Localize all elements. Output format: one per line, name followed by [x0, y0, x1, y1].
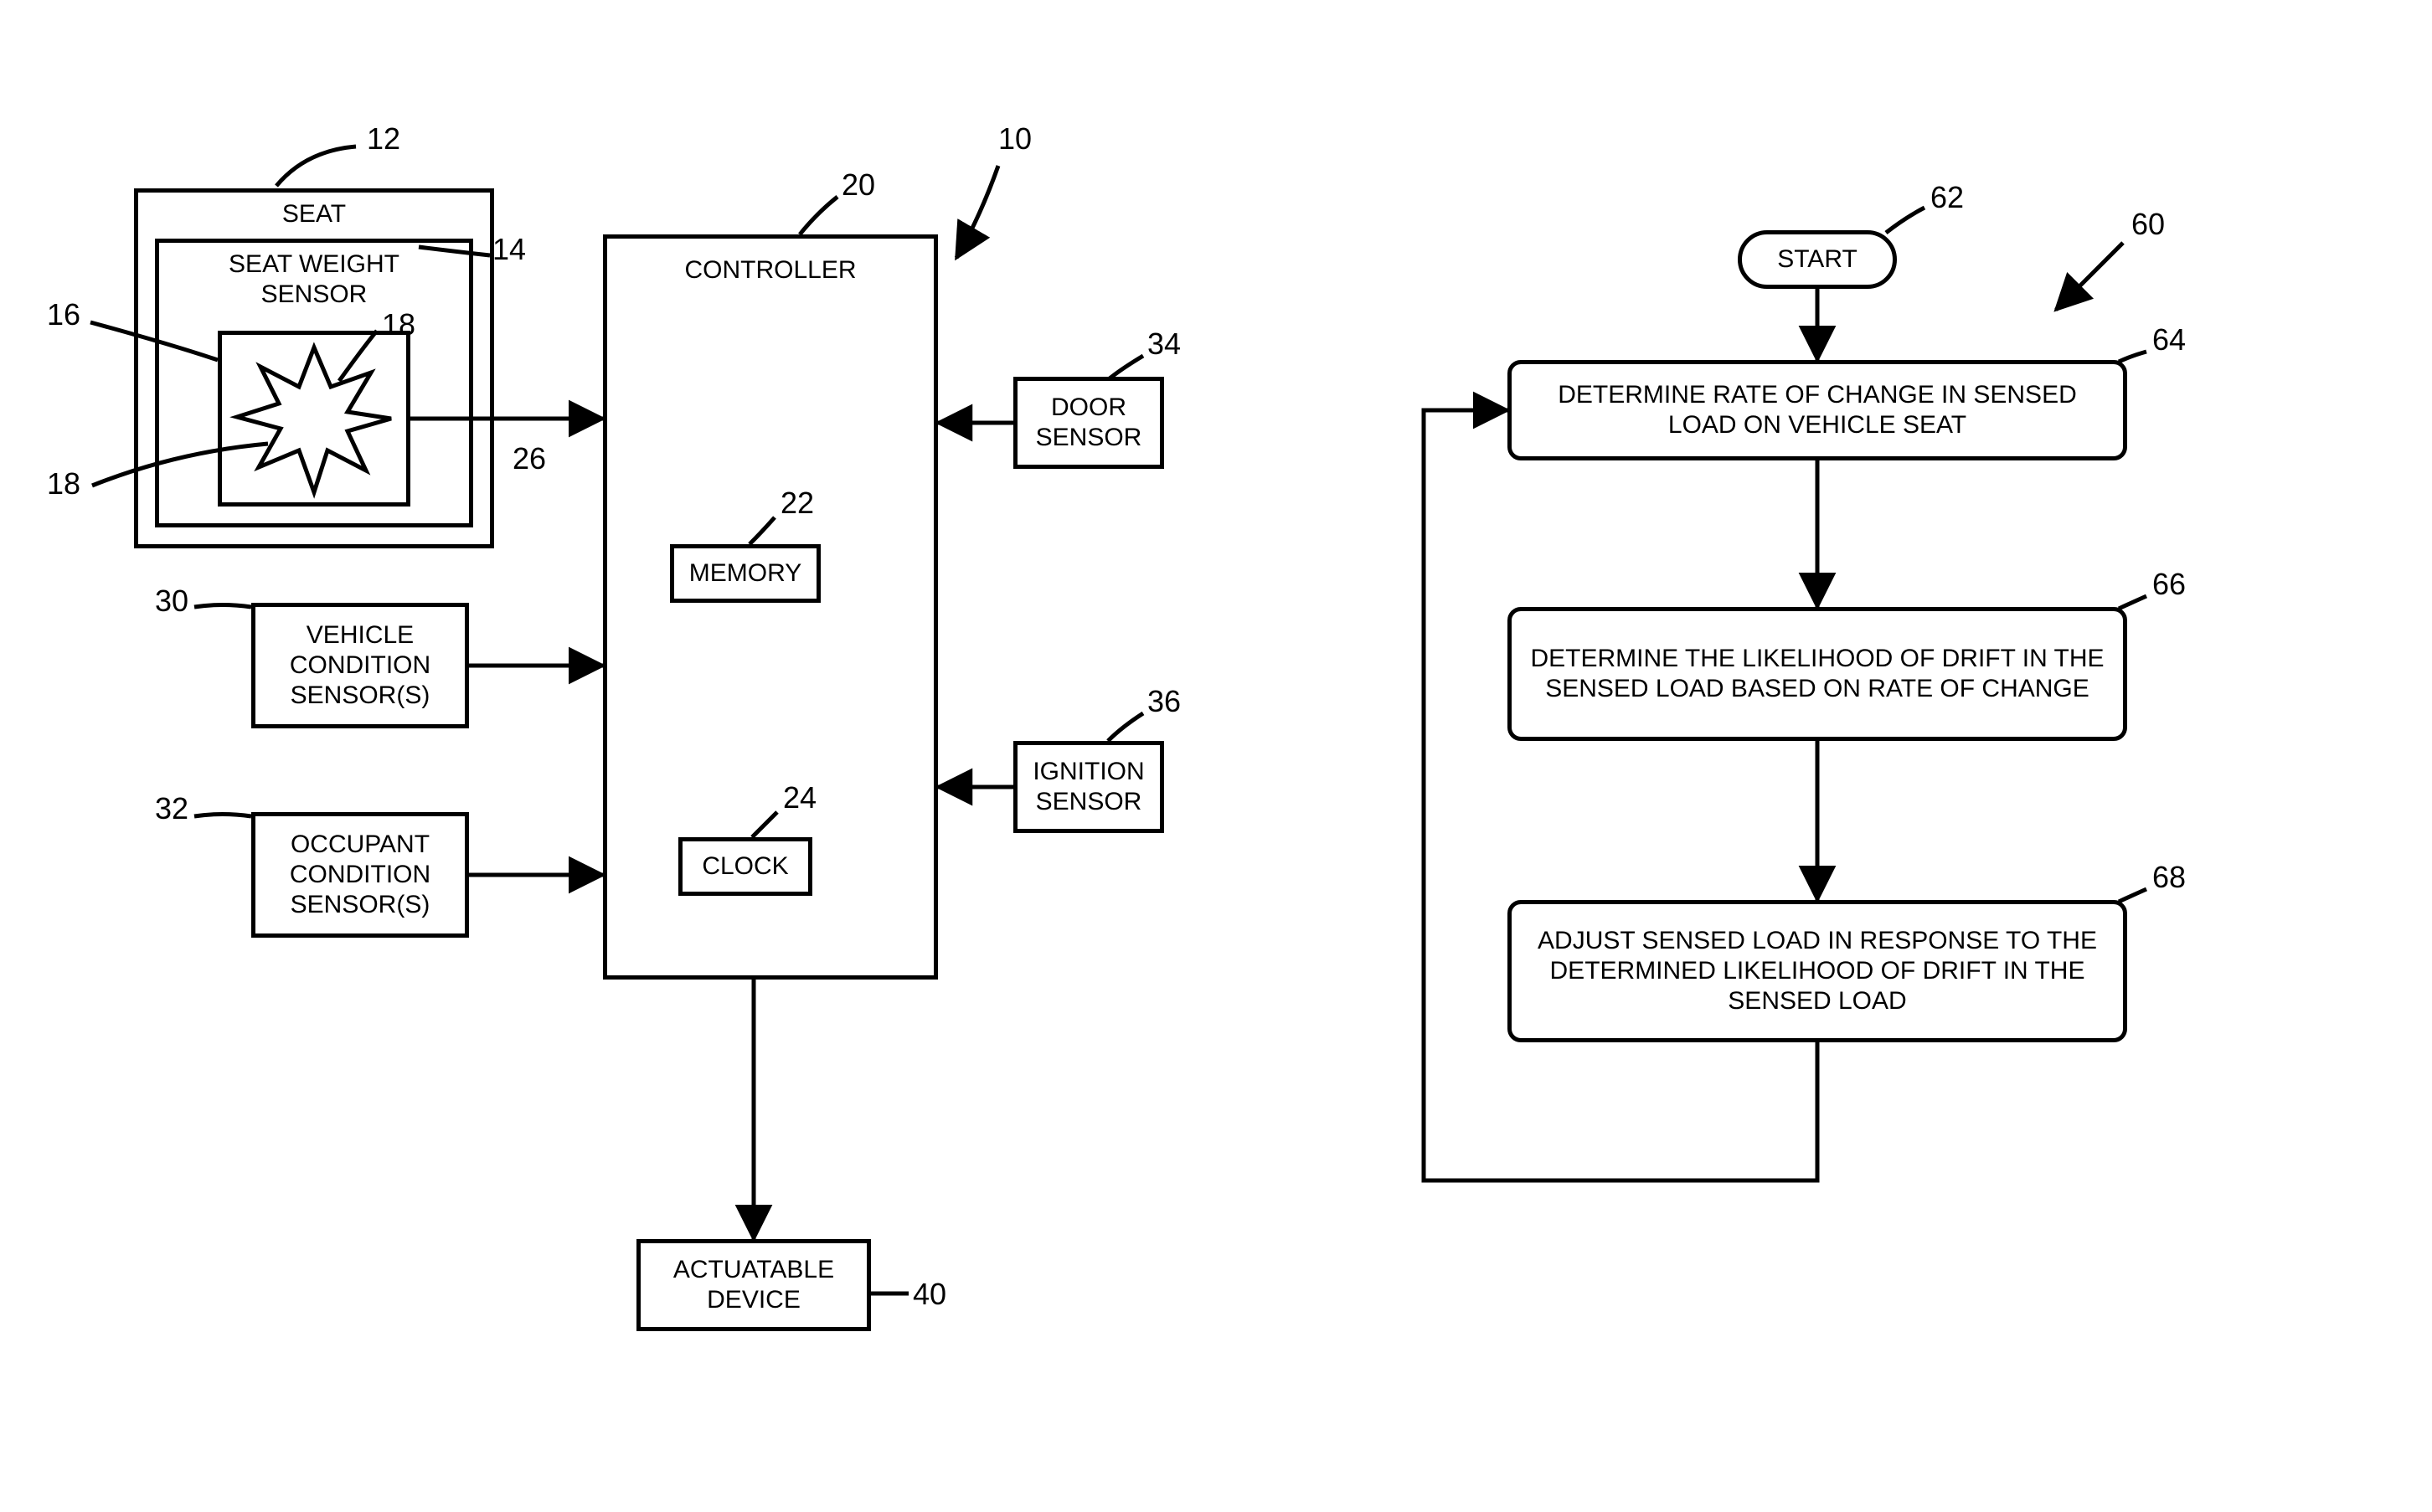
clock-title: CLOCK	[702, 851, 788, 882]
occupant-condition-title: OCCUPANT CONDITION SENSOR(S)	[265, 830, 455, 920]
flow-step-68: ADJUST SENSED LOAD IN RESPONSE TO THE DE…	[1507, 900, 2127, 1042]
sensor-element-box	[218, 331, 410, 507]
seat-title: SEAT	[282, 199, 346, 229]
ref-36: 36	[1147, 687, 1181, 717]
ref-40: 40	[913, 1279, 946, 1309]
occupant-condition-box: OCCUPANT CONDITION SENSOR(S)	[251, 812, 469, 938]
ref-68: 68	[2152, 862, 2186, 892]
ref-32: 32	[155, 794, 188, 824]
seat-weight-sensor-title: SEAT WEIGHT SENSOR	[205, 249, 423, 310]
ref-18b: 18	[47, 469, 80, 499]
clock-box: CLOCK	[678, 837, 812, 896]
ref-34: 34	[1147, 329, 1181, 359]
vehicle-condition-box: VEHICLE CONDITION SENSOR(S)	[251, 603, 469, 728]
memory-box: MEMORY	[670, 544, 821, 603]
ref-20: 20	[842, 170, 875, 200]
ref-22: 22	[781, 488, 814, 518]
flow-step-64-title: DETERMINE RATE OF CHANGE IN SENSED LOAD …	[1522, 380, 2113, 440]
door-sensor-box: DOOR SENSOR	[1013, 377, 1164, 469]
ref-62: 62	[1930, 183, 1964, 213]
vehicle-condition-title: VEHICLE CONDITION SENSOR(S)	[265, 620, 455, 711]
flow-start: START	[1738, 230, 1897, 289]
actuatable-device-box: ACTUATABLE DEVICE	[636, 1239, 871, 1331]
ref-30: 30	[155, 586, 188, 616]
ref-60: 60	[2131, 209, 2165, 239]
door-sensor-title: DOOR SENSOR	[1028, 393, 1150, 453]
ref-24: 24	[783, 783, 817, 813]
flow-start-title: START	[1777, 245, 1857, 274]
ref-66: 66	[2152, 569, 2186, 599]
memory-title: MEMORY	[689, 558, 801, 589]
flow-step-68-title: ADJUST SENSED LOAD IN RESPONSE TO THE DE…	[1522, 926, 2113, 1016]
controller-title: CONTROLLER	[684, 255, 856, 285]
ignition-sensor-title: IGNITION SENSOR	[1028, 757, 1150, 817]
actuatable-device-title: ACTUATABLE DEVICE	[651, 1255, 857, 1315]
ref-16: 16	[47, 300, 80, 330]
ref-12: 12	[367, 124, 400, 154]
flow-step-66-title: DETERMINE THE LIKELIHOOD OF DRIFT IN THE…	[1522, 644, 2113, 704]
flow-step-64: DETERMINE RATE OF CHANGE IN SENSED LOAD …	[1507, 360, 2127, 460]
ref-18a: 18	[382, 310, 415, 340]
ref-26: 26	[513, 444, 546, 474]
ref-10: 10	[998, 124, 1032, 154]
ignition-sensor-box: IGNITION SENSOR	[1013, 741, 1164, 833]
flow-step-66: DETERMINE THE LIKELIHOOD OF DRIFT IN THE…	[1507, 607, 2127, 741]
ref-64: 64	[2152, 325, 2186, 355]
ref-14: 14	[492, 234, 526, 265]
